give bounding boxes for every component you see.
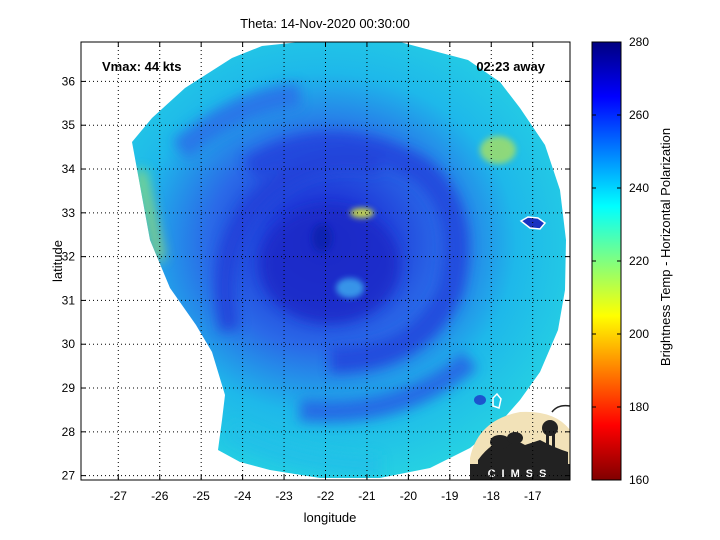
x-tick-label: -18 [483,489,501,503]
colorbar-tick-label: 220 [629,254,649,268]
x-tick-label: -21 [358,489,376,503]
colorbar [591,41,622,481]
colorbar-tick-label: 240 [629,181,649,195]
y-axis-ticks: 27 28 29 30 31 32 33 34 35 36 [62,74,570,483]
x-tick-label: -20 [400,489,418,503]
x-axis-ticks: -27 -26 -25 -24 -23 -22 -21 -20 -19 -18 -17 [110,42,542,503]
y-axis-label: latitude [50,240,65,282]
y-tick-label: 29 [62,381,76,395]
island-outline [519,216,547,230]
cimss-logo: CIMSS [470,404,570,480]
colorbar-tick-label: 160 [629,473,649,487]
vmax-label: Vmax: 44 kts [102,59,182,74]
island-outline [492,392,502,409]
x-tick-label: -25 [193,489,211,503]
x-axis-label: longitude [304,510,357,525]
colorbar-label: Brightness Temp - Horizontal Polarizatio… [658,128,673,366]
plot-border [80,41,571,481]
chart-title: Theta: 14-Nov-2020 00:30:00 [240,16,410,31]
colorbar-tick-label: 180 [629,400,649,414]
y-tick-label: 34 [62,162,76,176]
y-tick-label: 32 [62,250,76,264]
y-tick-label: 36 [62,74,76,88]
y-tick-label: 28 [62,425,76,439]
x-tick-label: -19 [441,489,459,503]
x-tick-label: -23 [275,489,293,503]
y-tick-label: 35 [62,118,76,132]
colorbar-tick-label: 200 [629,327,649,341]
colorbar-tick-label: 280 [629,35,649,49]
x-tick-label: -17 [524,489,542,503]
y-tick-label: 30 [62,337,76,351]
x-tick-label: -27 [110,489,128,503]
y-tick-label: 27 [62,469,76,483]
y-tick-label: 31 [62,293,76,307]
y-tick-label: 33 [62,206,76,220]
time-away-label: 02:23 away [476,59,545,74]
colorbar-ticks: 160 180 200 220 240 260 280 [592,35,649,487]
logo-text: CIMSS [488,468,553,480]
colorbar-tick-label: 260 [629,108,649,122]
x-tick-label: -22 [317,489,335,503]
x-tick-label: -26 [151,489,169,503]
x-tick-label: -24 [234,489,252,503]
